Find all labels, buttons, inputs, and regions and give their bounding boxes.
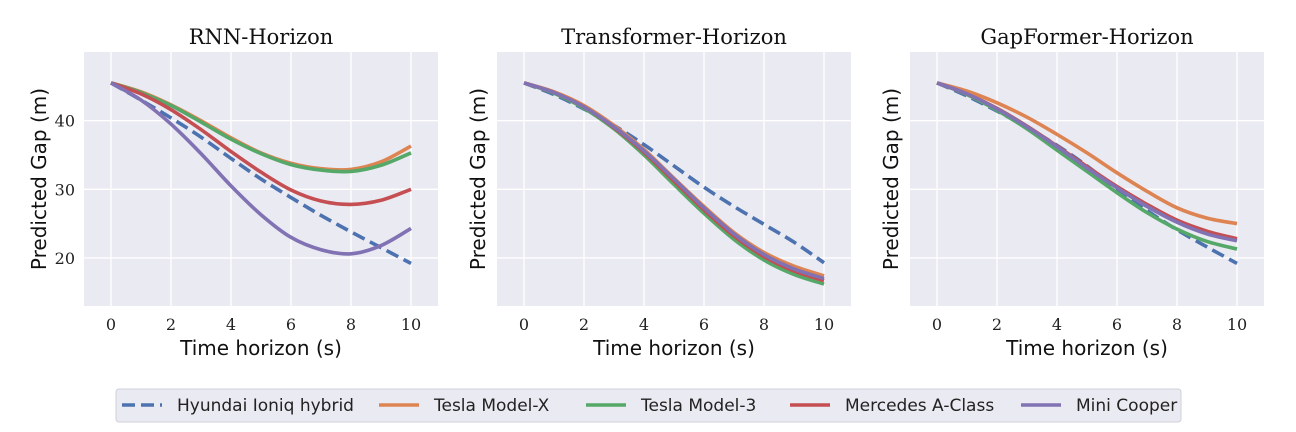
series-line-tesla-model-x bbox=[936, 81, 1238, 226]
y-axis-label: Predicted Gap (m) bbox=[466, 88, 490, 270]
legend-box bbox=[115, 388, 1182, 423]
series-line-mini-cooper bbox=[936, 81, 1238, 243]
x-tick-label: 4 bbox=[226, 315, 236, 334]
x-tick-label: 0 bbox=[106, 315, 116, 334]
x-tick-label: 8 bbox=[1172, 315, 1182, 334]
legend: Hyundai Ioniq hybrid Tesla Model-X Tesla M… bbox=[115, 388, 1182, 423]
series-lines bbox=[936, 81, 1238, 266]
series-line-tesla-model-3 bbox=[110, 81, 412, 174]
x-axis-label: Time horizon (s) bbox=[179, 336, 342, 360]
y-axis-label: Predicted Gap (m) bbox=[879, 88, 903, 270]
legend-entry: Mini Cooper bbox=[1021, 396, 1177, 416]
legend-label: Hyundai Ioniq hybrid bbox=[177, 396, 354, 416]
x-tick-label: 2 bbox=[166, 315, 176, 334]
chart-title: GapFormer-Horizon bbox=[980, 25, 1193, 49]
chart-panel-2: 0 2 4 6 8 10 Time horizon (s) Predicted Gap (m)… bbox=[466, 25, 851, 360]
x-tick-label: 0 bbox=[519, 315, 529, 334]
x-tick-label: 6 bbox=[286, 315, 296, 334]
x-tick-label: 4 bbox=[639, 315, 649, 334]
x-tick-label: 2 bbox=[992, 315, 1002, 334]
x-axis-label: Time horizon (s) bbox=[1005, 336, 1168, 360]
legend-entry: Tesla Model-3 bbox=[586, 396, 756, 416]
legend-label: Mini Cooper bbox=[1076, 396, 1177, 416]
series-line-hyundai-ioniq-hybrid bbox=[110, 81, 412, 266]
chart-title: RNN-Horizon bbox=[189, 25, 334, 49]
legend-entry: Tesla Model-X bbox=[379, 396, 550, 416]
series-lines bbox=[110, 81, 412, 266]
x-axis-label: Time horizon (s) bbox=[592, 336, 755, 360]
series-lines bbox=[523, 81, 826, 286]
legend-label: Tesla Model-X bbox=[433, 396, 550, 416]
x-tick-label: 8 bbox=[759, 315, 769, 334]
x-tick-label: 10 bbox=[814, 315, 834, 334]
x-tick-label: 8 bbox=[346, 315, 356, 334]
x-tick-label: 4 bbox=[1052, 315, 1062, 334]
legend-entry: Mercedes A-Class bbox=[790, 396, 994, 416]
series-line-hyundai-ioniq-hybrid bbox=[523, 81, 826, 265]
series-line-mini-cooper bbox=[523, 81, 825, 281]
chart-title: Transformer-Horizon bbox=[561, 25, 787, 49]
y-tick-label: 20 bbox=[55, 249, 75, 268]
x-tick-label: 10 bbox=[401, 315, 421, 334]
chart-panel-3: 0 2 4 6 8 10 Time horizon (s) Predicted Gap (m)… bbox=[879, 25, 1264, 360]
x-tick-label: 6 bbox=[1112, 315, 1122, 334]
chart-panel-1: 0 2 4 6 8 10 20 30 40 Time horizon (s) Predicted G… bbox=[27, 25, 438, 360]
legend-label: Tesla Model-3 bbox=[640, 396, 756, 416]
y-tick-label: 40 bbox=[55, 112, 75, 131]
series-line-mercedes-a-class bbox=[110, 81, 412, 207]
y-axis-label: Predicted Gap (m) bbox=[27, 88, 51, 270]
y-tick-label: 30 bbox=[55, 180, 75, 199]
series-line-mini-cooper bbox=[110, 81, 412, 256]
x-tick-label: 10 bbox=[1227, 315, 1247, 334]
legend-entry: Hyundai Ioniq hybrid bbox=[122, 396, 354, 416]
x-tick-label: 6 bbox=[699, 315, 709, 334]
legend-label: Mercedes A-Class bbox=[845, 396, 994, 416]
x-tick-label: 0 bbox=[932, 315, 942, 334]
x-tick-label: 2 bbox=[579, 315, 589, 334]
